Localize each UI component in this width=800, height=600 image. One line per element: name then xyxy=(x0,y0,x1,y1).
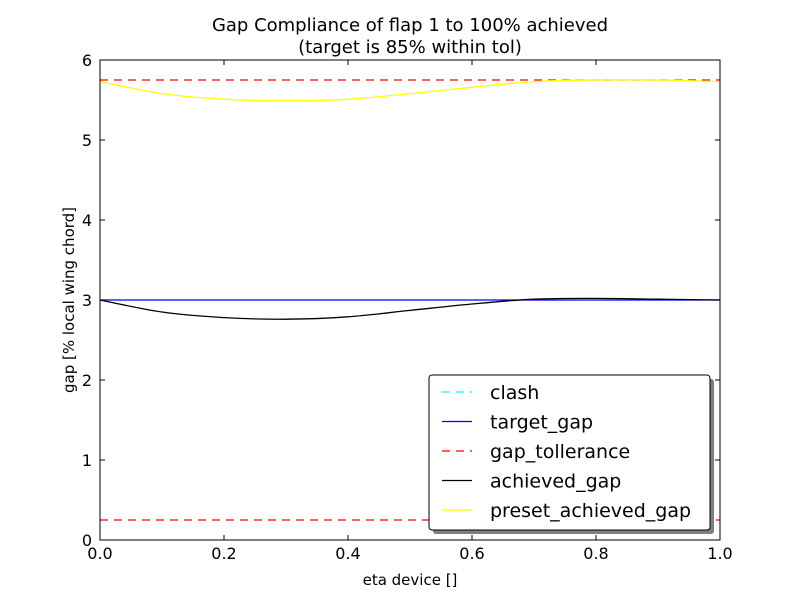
x-axis-label: eta device [] xyxy=(363,571,458,589)
legend-box xyxy=(428,374,711,531)
chart-title-line1: Gap Compliance of flap 1 to 100% achieve… xyxy=(212,15,608,36)
y-tick-label: 2 xyxy=(82,371,92,390)
y-tick-label: 3 xyxy=(82,291,92,310)
y-tick-label: 0 xyxy=(82,531,92,550)
y-tick-label: 1 xyxy=(82,451,92,470)
y-tick-label: 4 xyxy=(82,211,92,230)
plot-area: 0.0 0.2 0.4 0.6 0.8 1.0 0 1 2 3 4 5 6 xyxy=(82,51,733,563)
x-tick-label: 1.0 xyxy=(707,544,732,563)
x-tick-label: 0.4 xyxy=(335,544,360,563)
y-tick-label: 6 xyxy=(82,51,92,70)
legend-label-target-gap: target_gap xyxy=(490,412,593,434)
legend-label-preset-achieved-gap: preset_achieved_gap xyxy=(490,500,691,522)
x-tick-label: 0.0 xyxy=(87,544,112,563)
series-line-achieved-gap xyxy=(100,297,720,320)
series-group xyxy=(100,79,720,521)
x-tick-label: 0.8 xyxy=(583,544,608,563)
legend-label-gap-tollerance: gap_tollerance xyxy=(490,441,630,463)
x-tick-label: 0.6 xyxy=(459,544,484,563)
legend: clash target_gap gap_tollerance achieved_ga… xyxy=(428,374,714,534)
series-line-preset-achieved-gap xyxy=(100,79,720,102)
chart-title-line2: (target is 85% within tol) xyxy=(298,37,522,58)
legend-label-achieved-gap: achieved_gap xyxy=(490,471,621,493)
y-axis-label: gap [% local wing chord] xyxy=(60,207,78,393)
x-tick-label: 0.2 xyxy=(211,544,236,563)
legend-label-clash: clash xyxy=(490,382,539,404)
y-tick-label: 5 xyxy=(82,131,92,150)
